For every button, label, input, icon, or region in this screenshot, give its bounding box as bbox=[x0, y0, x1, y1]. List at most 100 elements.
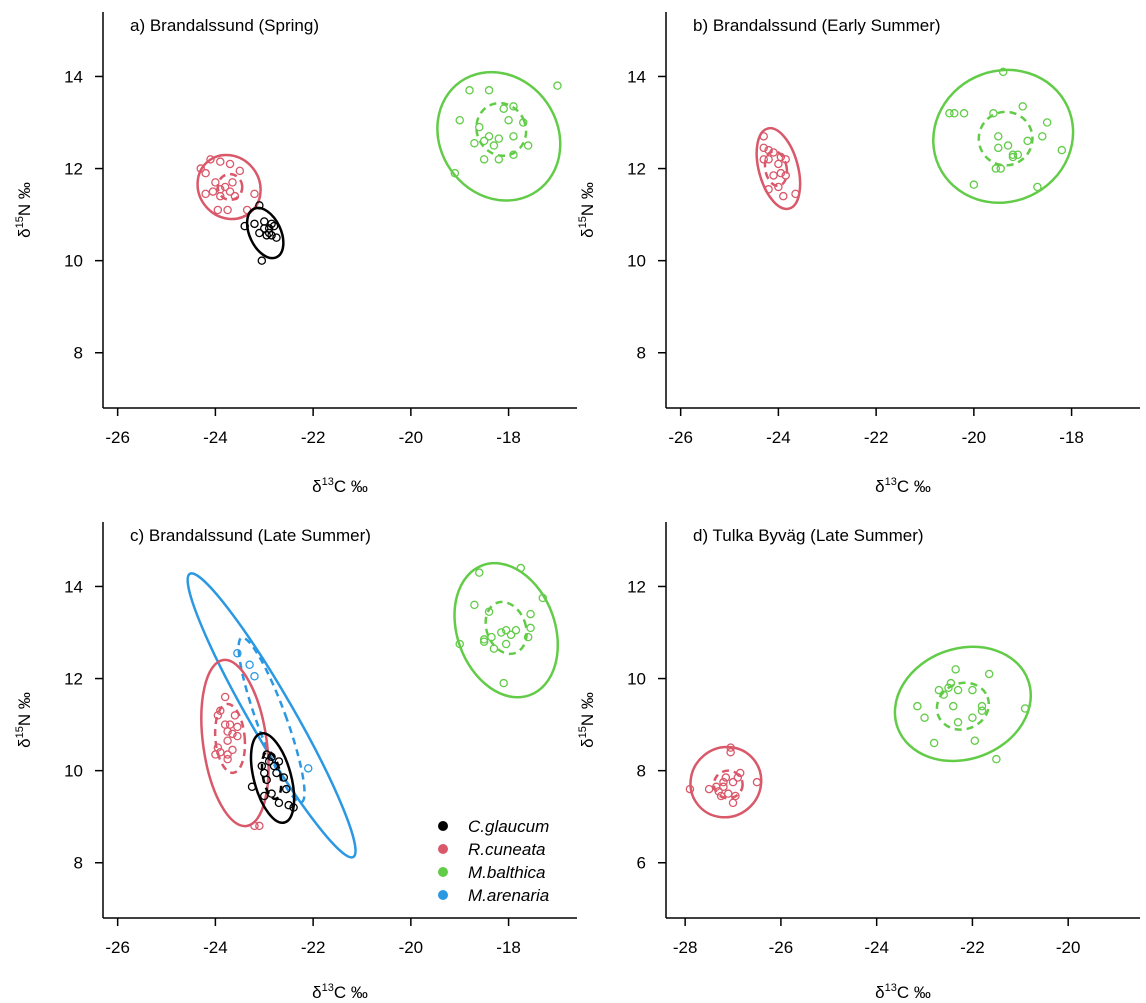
data-point bbox=[949, 701, 958, 711]
data-point bbox=[764, 145, 773, 155]
series-m-arenaria bbox=[186, 572, 357, 859]
data-point bbox=[704, 784, 714, 794]
data-point bbox=[233, 722, 242, 732]
legend-label-c-glaucum: C.glaucum bbox=[468, 817, 549, 836]
data-point bbox=[977, 701, 987, 711]
data-point bbox=[497, 628, 506, 637]
data-point bbox=[1008, 152, 1018, 162]
data-point bbox=[523, 141, 533, 150]
x-tick-label: -24 bbox=[864, 938, 889, 957]
data-point bbox=[274, 757, 284, 766]
ellipse-c-glaucum bbox=[245, 206, 285, 260]
data-point bbox=[538, 593, 548, 603]
data-point bbox=[223, 727, 232, 736]
sea-ellipse-r-cuneata bbox=[712, 769, 744, 800]
y-tick-label: 12 bbox=[627, 577, 646, 596]
y-tick-label: 8 bbox=[637, 344, 646, 363]
data-point bbox=[719, 782, 728, 792]
data-point bbox=[260, 768, 269, 778]
data-point bbox=[499, 678, 508, 688]
data-point bbox=[526, 623, 535, 633]
data-point bbox=[303, 764, 313, 773]
series-m-balthica bbox=[932, 67, 1075, 204]
data-point bbox=[284, 800, 293, 810]
data-point bbox=[487, 632, 496, 642]
data-point bbox=[945, 109, 954, 118]
data-point bbox=[213, 711, 223, 720]
data-point bbox=[944, 683, 953, 693]
x-tick-label: -18 bbox=[496, 938, 521, 957]
data-point bbox=[769, 171, 778, 180]
data-point bbox=[781, 155, 790, 164]
data-point bbox=[255, 201, 264, 210]
x-tick-label: -28 bbox=[673, 938, 698, 957]
panel-title: d) Tulka Byväg (Late Summer) bbox=[693, 526, 924, 545]
data-point bbox=[264, 757, 274, 766]
y-tick-label: 10 bbox=[64, 252, 83, 271]
data-point bbox=[267, 752, 276, 762]
data-point bbox=[228, 729, 237, 739]
y-tick-label: 12 bbox=[64, 670, 83, 689]
data-point bbox=[994, 143, 1003, 153]
y-tick-label: 12 bbox=[627, 160, 646, 179]
y-tick-label: 14 bbox=[64, 67, 83, 86]
data-point bbox=[450, 168, 460, 178]
x-tick-label: -20 bbox=[399, 428, 424, 447]
y-axis-label: δ15N ‰ bbox=[14, 182, 34, 238]
legend-marker-c-glaucum bbox=[438, 821, 448, 831]
y-tick-label: 8 bbox=[637, 762, 646, 781]
data-point bbox=[262, 775, 271, 785]
ellipse-c-glaucum bbox=[249, 732, 296, 825]
data-point bbox=[1008, 150, 1018, 159]
data-point bbox=[504, 115, 513, 125]
data-point bbox=[233, 731, 242, 741]
data-point bbox=[721, 773, 731, 782]
data-point bbox=[920, 713, 929, 722]
data-point bbox=[216, 157, 225, 166]
data-point bbox=[489, 141, 499, 150]
data-point bbox=[950, 109, 959, 118]
series-r-cuneata bbox=[755, 126, 802, 211]
data-point bbox=[913, 701, 922, 711]
data-point bbox=[220, 692, 230, 702]
data-point bbox=[759, 143, 768, 153]
data-point bbox=[953, 718, 963, 727]
legend-marker-r-cuneata bbox=[438, 844, 448, 854]
data-point bbox=[260, 217, 269, 226]
data-point bbox=[240, 221, 249, 231]
y-tick-label: 10 bbox=[627, 670, 646, 689]
data-point bbox=[516, 563, 526, 573]
data-point bbox=[953, 685, 963, 695]
legend: C.glaucum R.cuneata M.balthica M.arenaria bbox=[438, 817, 549, 905]
data-point bbox=[228, 178, 237, 187]
data-point bbox=[494, 134, 504, 143]
series-m-balthica bbox=[436, 70, 562, 202]
data-point bbox=[1018, 102, 1027, 111]
data-point bbox=[470, 600, 479, 610]
series-r-cuneata bbox=[685, 743, 763, 819]
data-point bbox=[225, 187, 235, 196]
data-point bbox=[213, 205, 223, 215]
data-point bbox=[781, 171, 790, 180]
data-point bbox=[509, 102, 518, 111]
x-tick-label: -22 bbox=[960, 938, 985, 957]
data-point bbox=[225, 159, 235, 169]
data-point bbox=[1057, 145, 1067, 155]
x-tick-label: -22 bbox=[301, 938, 326, 957]
data-point bbox=[201, 189, 210, 199]
y-tick-label: 14 bbox=[627, 67, 646, 86]
series-r-cuneata bbox=[200, 658, 270, 831]
data-point bbox=[714, 787, 723, 796]
x-tick-label: -18 bbox=[496, 428, 521, 447]
x-tick-label: -22 bbox=[864, 428, 889, 447]
data-point bbox=[719, 777, 728, 787]
data-point bbox=[1038, 132, 1047, 141]
data-point bbox=[726, 743, 735, 752]
panel-b: -26 -24 -22 -20 -18 8 10 12 14 b) Brandalssund (E… bbox=[577, 12, 1140, 496]
data-point bbox=[968, 713, 977, 722]
x-tick-label: -26 bbox=[769, 938, 794, 957]
data-point bbox=[1003, 141, 1013, 150]
data-point bbox=[977, 706, 987, 716]
data-point bbox=[759, 155, 768, 164]
y-tick-label: 10 bbox=[627, 252, 646, 271]
